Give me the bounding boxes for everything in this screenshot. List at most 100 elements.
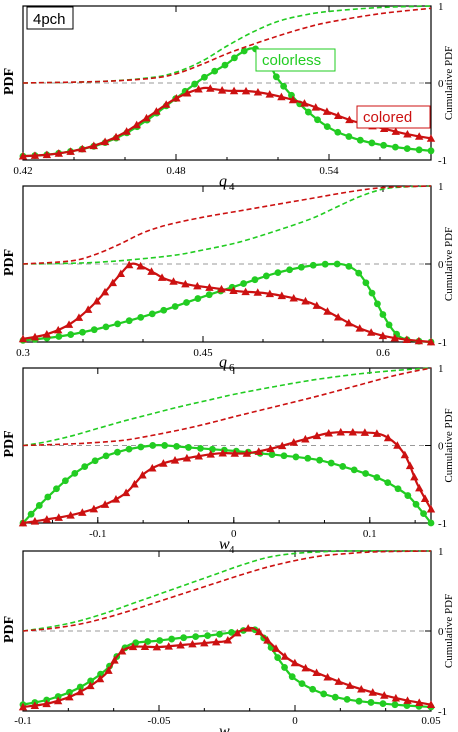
figure-tag: 4pch (26, 6, 74, 30)
marker-circle (391, 701, 399, 709)
marker-triangle (345, 115, 354, 124)
marker-circle (404, 492, 412, 499)
x-axis-label: q (219, 173, 227, 190)
marker-triangle (263, 636, 272, 644)
x-tick-label: 0.6 (376, 347, 390, 359)
marker-circle (304, 108, 312, 116)
y-label-pdf: PDF (2, 430, 17, 457)
marker-circle (355, 269, 363, 277)
marker-circle (161, 442, 169, 449)
marker-triangle (169, 277, 178, 285)
marker-circle (173, 442, 180, 450)
marker-circle (231, 54, 238, 62)
marker-triangle (312, 431, 322, 440)
marker-triangle (172, 93, 181, 102)
y-label-cumulative: Cumulative PDF (443, 46, 455, 120)
marker-triangle (54, 513, 63, 521)
panel-1: 0.42 0.48 0.54 1 0 -1 PDF Cumulative PDF q 4 (2, 1, 455, 193)
marker-circle (262, 272, 270, 280)
marker-triangle (265, 90, 274, 98)
marker-circle (280, 82, 288, 90)
marker-circle (61, 477, 69, 485)
cumulative-line (22, 550, 432, 632)
right-tick-label: 1 (438, 363, 444, 375)
marker-triangle (253, 87, 263, 96)
marker-circle (345, 133, 353, 140)
marker-triangle (108, 278, 118, 287)
marker-circle (427, 147, 435, 155)
right-tick-label: -1 (438, 337, 447, 349)
marker-circle (114, 448, 121, 456)
marker-circle (192, 633, 200, 640)
marker-triangle (402, 335, 412, 344)
marker-triangle (193, 281, 202, 290)
marker-triangle (348, 427, 358, 436)
marker-circle (35, 502, 43, 509)
marker-triangle (110, 656, 119, 664)
marker-triangle (333, 312, 343, 321)
marker-triangle (30, 701, 40, 709)
marker-triangle (92, 296, 102, 305)
marker-triangle (111, 495, 121, 503)
marker-circle (309, 261, 317, 269)
marker-circle (373, 474, 381, 481)
marker-circle (427, 519, 435, 527)
marker-circle (367, 699, 375, 706)
marker-triangle (336, 427, 345, 436)
marker-triangle (301, 296, 310, 305)
marker-triangle (147, 267, 156, 275)
marker-triangle (265, 289, 275, 298)
marker-circle (168, 635, 176, 643)
marker-circle (384, 479, 392, 487)
series-colorless (19, 260, 435, 346)
marker-triangle (75, 687, 85, 696)
series-colored-cumulative (22, 550, 432, 632)
marker-triangle (391, 127, 400, 135)
marker-circle (137, 443, 145, 451)
marker-circle (403, 702, 411, 710)
marker-triangle (277, 92, 286, 101)
panel-3: -0.1 0 0.1 1 0 -1 PDF Cumulative PDF w 4 (2, 363, 455, 556)
marker-circle (251, 276, 259, 284)
marker-triangle (140, 642, 150, 651)
right-tick-label: 0 (438, 441, 444, 453)
marker-triangle (83, 305, 93, 313)
cumulative-line (22, 185, 432, 265)
marker-circle (240, 47, 248, 55)
right-tick-label: 0 (438, 259, 444, 271)
marker-circle (148, 310, 156, 318)
marker-triangle (170, 456, 180, 464)
marker-triangle (253, 288, 262, 296)
marker-triangle (378, 331, 388, 340)
marker-triangle (200, 638, 209, 647)
marker-triangle (254, 447, 263, 455)
x-tick-label: 0.05 (421, 715, 441, 727)
marker-triangle (301, 663, 310, 672)
marker-triangle (426, 504, 436, 513)
marker-triangle (218, 448, 227, 457)
marker-triangle (18, 151, 28, 160)
marker-circle (274, 654, 282, 661)
marker-circle (149, 442, 157, 449)
marker-circle (171, 303, 179, 310)
marker-circle (211, 67, 219, 75)
marker-circle (297, 263, 305, 271)
marker-circle (90, 326, 98, 334)
x-axis-label: q (219, 354, 227, 371)
marker-triangle (100, 287, 110, 296)
marker-circle (204, 632, 212, 640)
marker-circle (368, 139, 376, 147)
x-tick-label: 0.48 (166, 165, 186, 177)
marker-triangle (323, 307, 332, 315)
marker-circle (362, 470, 370, 477)
marker-triangle (152, 642, 162, 651)
marker-triangle (42, 330, 52, 338)
marker-circle (55, 333, 63, 340)
right-tick-label: 0 (438, 78, 444, 90)
x-tick-label: 0.45 (193, 347, 213, 359)
marker-circle (316, 456, 324, 464)
marker-triangle (181, 279, 190, 288)
marker-triangle (266, 444, 275, 453)
series-colorless-cumulative (22, 5, 432, 84)
